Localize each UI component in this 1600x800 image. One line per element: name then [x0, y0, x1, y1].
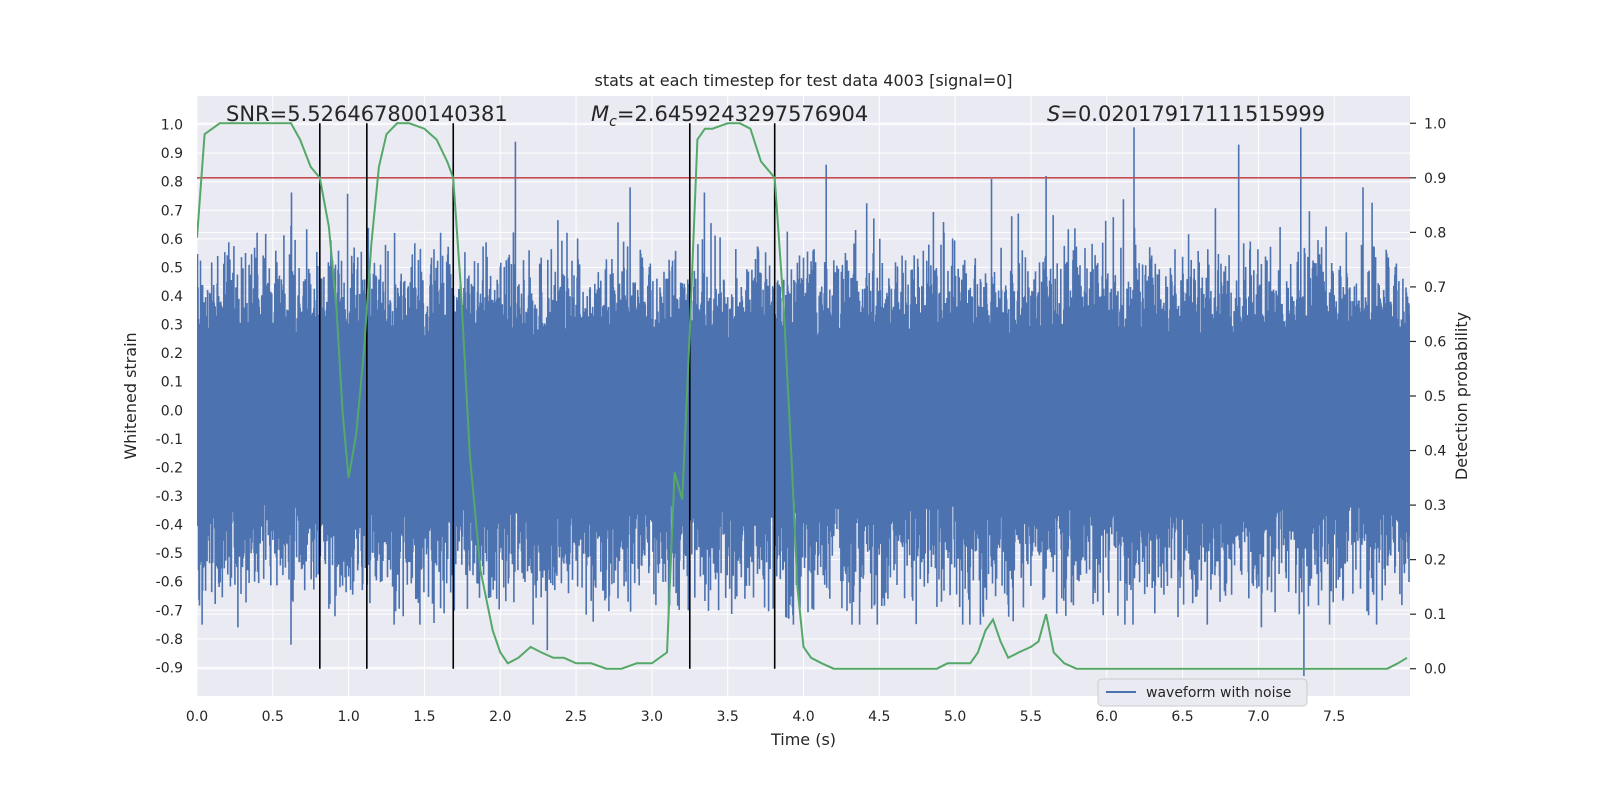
y-left-tick-label: -0.7 [156, 603, 183, 619]
y-right-tick-label: 0.5 [1424, 389, 1446, 405]
y-left-tick-label: -0.1 [156, 432, 183, 448]
y-right-tick-label: 0.0 [1424, 662, 1446, 678]
y-right-axis-label: Detection probability [1452, 312, 1471, 480]
vertical-markers [319, 123, 776, 669]
y-left-tick-label: -0.3 [156, 489, 183, 505]
y-left-tick-label: 0.3 [161, 318, 183, 334]
y-left-tick-label: 1.0 [161, 118, 183, 134]
y-right-tick-label: 0.1 [1424, 607, 1446, 623]
x-tick-label: 6.5 [1171, 709, 1193, 725]
mc-subscript: c [609, 114, 617, 130]
y-left-tick-label: -0.6 [156, 575, 183, 591]
x-tick-label: 4.5 [868, 709, 890, 725]
legend: waveform with noise [1097, 678, 1308, 707]
legend-label: waveform with noise [1146, 685, 1291, 701]
x-tick-label: 0.0 [186, 709, 208, 725]
x-tick-label: 5.0 [944, 709, 966, 725]
y-left-tick-label: 0.7 [161, 203, 183, 219]
x-tick-label: 0.5 [262, 709, 284, 725]
x-tick-label: 4.0 [792, 709, 814, 725]
x-tick-label: 7.0 [1247, 709, 1269, 725]
y-right-tick-label: 0.9 [1424, 171, 1446, 187]
y-left-tick-label: 0.4 [161, 289, 183, 305]
x-tick-label: 1.5 [413, 709, 435, 725]
y-right-tick-label: 0.4 [1424, 444, 1446, 460]
x-tick-label: 5.5 [1020, 709, 1042, 725]
statistic-annotation: S=0.02017917111515999 [1047, 102, 1325, 126]
snr-annotation: SNR=5.526467800140381 [226, 102, 508, 126]
detection-probability-series-line [197, 122, 1408, 670]
chart-title: stats at each timestep for test data 400… [594, 71, 1012, 90]
plot-area [197, 122, 1410, 676]
y-right-tick-label: 0.8 [1424, 225, 1446, 241]
y-left-axis-ticks: 1.0 0.9 0.8 0.7 0.6 0.5 0.4 0.3 0.2 0.1 0.0 -0.1 -0.… [156, 118, 183, 677]
x-tick-label: 6.0 [1096, 709, 1118, 725]
y-right-tick-label: 0.7 [1424, 280, 1446, 296]
s-value: =0.02017917111515999 [1060, 102, 1325, 126]
waveform-series-line [197, 127, 1410, 676]
y-left-tick-label: -0.4 [156, 518, 183, 534]
mc-symbol: M [591, 102, 609, 126]
x-tick-label: 7.5 [1323, 709, 1345, 725]
x-axis-ticks: 0.0 0.5 1.0 1.5 2.0 2.5 3.0 3.5 4.0 4.5 5.0 5.5 6.0 6… [186, 709, 1345, 725]
y-left-tick-label: 0.0 [161, 403, 183, 419]
y-right-tick-label: 0.3 [1424, 498, 1446, 514]
y-right-tick-label: 0.2 [1424, 553, 1446, 569]
mc-value: =2.6459243297576904 [617, 102, 868, 126]
x-tick-label: 3.5 [717, 709, 739, 725]
chirp-mass-annotation: Mc=2.6459243297576904 [591, 102, 868, 130]
y-left-tick-label: 0.8 [161, 175, 183, 191]
x-tick-label: 2.0 [489, 709, 511, 725]
y-left-axis-label: Whitened strain [121, 332, 140, 459]
y-left-tick-label: 0.6 [161, 232, 183, 248]
y-left-tick-label: 0.2 [161, 346, 183, 362]
y-left-tick-label: 0.5 [161, 260, 183, 276]
s-symbol: S [1047, 102, 1060, 126]
y-left-tick-label: -0.8 [156, 632, 183, 648]
y-left-tick-label: 0.9 [161, 146, 183, 162]
legend-box [1097, 678, 1308, 707]
y-left-tick-label: -0.2 [156, 460, 183, 476]
y-right-axis-ticks: 1.0 0.9 0.8 0.7 0.6 0.5 0.4 0.3 0.2 0.1 0.0 [1410, 116, 1446, 678]
y-left-tick-label: 0.1 [161, 375, 183, 391]
y-left-tick-label: -0.5 [156, 546, 183, 562]
y-left-tick-label: -0.9 [156, 660, 183, 676]
x-tick-label: 1.0 [337, 709, 359, 725]
x-tick-label: 2.5 [565, 709, 587, 725]
y-right-tick-label: 1.0 [1424, 116, 1446, 132]
x-tick-label: 3.0 [641, 709, 663, 725]
x-axis-label: Time (s) [770, 730, 836, 749]
y-right-tick-label: 0.6 [1424, 334, 1446, 350]
